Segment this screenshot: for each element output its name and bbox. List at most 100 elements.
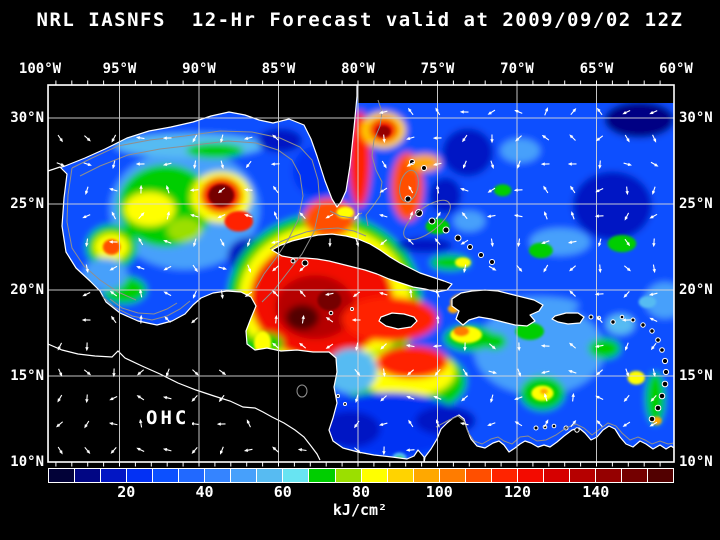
current-arrow [435,214,440,220]
current-arrow [463,134,468,140]
current-arrow [221,134,224,140]
current-arrow [463,239,469,244]
current-arrow [247,136,253,139]
landmass [271,233,453,293]
current-arrow [112,214,117,220]
current-arrow [517,368,521,374]
current-arrow [598,110,603,116]
current-arrow [301,265,306,270]
current-arrow [112,446,117,452]
current-arrow [247,422,251,428]
current-arrow [140,422,143,428]
island [489,259,495,265]
current-arrow [112,134,117,140]
current-arrow [301,214,306,219]
colorbar-tick-label: 120 [503,483,532,501]
current-arrow [220,290,223,296]
current-arrow [220,187,226,192]
current-arrow [625,421,631,426]
colorbar-cell [309,469,336,482]
current-vectors-layer [56,107,659,456]
current-arrow [490,109,496,114]
island [640,322,646,328]
lat-label-left: 30°N [10,110,44,126]
current-arrow [490,214,496,217]
current-arrow [218,369,224,374]
current-arrow [544,240,550,244]
island [661,380,669,388]
island [648,415,656,423]
current-arrow [571,344,577,349]
island [415,209,423,217]
current-arrow [409,136,415,140]
current-arrow [58,421,64,426]
current-arrow [58,342,63,348]
colorbar-cell [153,469,180,482]
current-arrow [166,397,172,400]
current-arrow [220,214,226,218]
lat-label-left: 20°N [10,282,44,298]
current-arrow [220,394,225,400]
current-arrow [598,344,604,347]
current-arrow [623,265,629,270]
current-arrow [544,396,548,402]
current-arrow [650,161,656,166]
current-arrow [652,264,655,270]
colorbar-cell [283,469,310,482]
island [343,402,347,406]
current-arrow [652,318,658,322]
current-arrow [409,345,415,348]
island [610,319,616,325]
current-arrow [625,394,630,400]
current-arrow [626,186,628,192]
current-arrow [220,446,224,452]
island [428,217,436,225]
current-arrow [436,110,441,116]
current-arrow [86,238,89,244]
current-arrow [57,134,62,140]
current-arrow [463,188,469,192]
current-arrow [166,368,170,374]
current-arrow [382,422,388,426]
current-arrow [274,265,279,270]
current-arrow [113,160,116,166]
island [658,392,666,400]
current-arrow [544,188,549,194]
colorbar-units: kJ/cm² [332,501,388,519]
current-arrow [409,188,414,194]
island [467,244,473,250]
current-arrow [517,135,522,140]
current-arrow [247,448,253,451]
current-arrow [354,368,359,374]
current-arrow [356,394,359,400]
current-arrow [598,188,604,192]
current-arrow [652,395,657,400]
current-arrow [598,396,604,401]
island [655,337,661,343]
current-arrow [625,342,629,348]
current-arrow [274,240,280,243]
current-arrow [491,394,494,400]
current-arrow [328,343,334,348]
current-arrow [625,109,631,114]
current-arrow [381,160,386,166]
current-arrow [84,446,89,452]
island [588,314,594,320]
current-arrow [571,214,575,220]
current-arrow [652,213,658,218]
current-arrow [218,266,224,269]
current-arrow [625,291,630,296]
lat-label-right: 10°N [679,454,713,470]
current-arrow [139,240,144,246]
colorbar-tick-label: 40 [195,483,214,501]
island [301,259,309,267]
current-arrow [409,110,414,116]
current-arrow [488,265,494,270]
colorbar-cell [413,469,440,482]
lon-label: 75°W [420,61,455,77]
current-arrow [572,396,574,402]
current-arrow [571,370,577,374]
current-arrow [328,292,334,295]
landmass [378,312,418,330]
